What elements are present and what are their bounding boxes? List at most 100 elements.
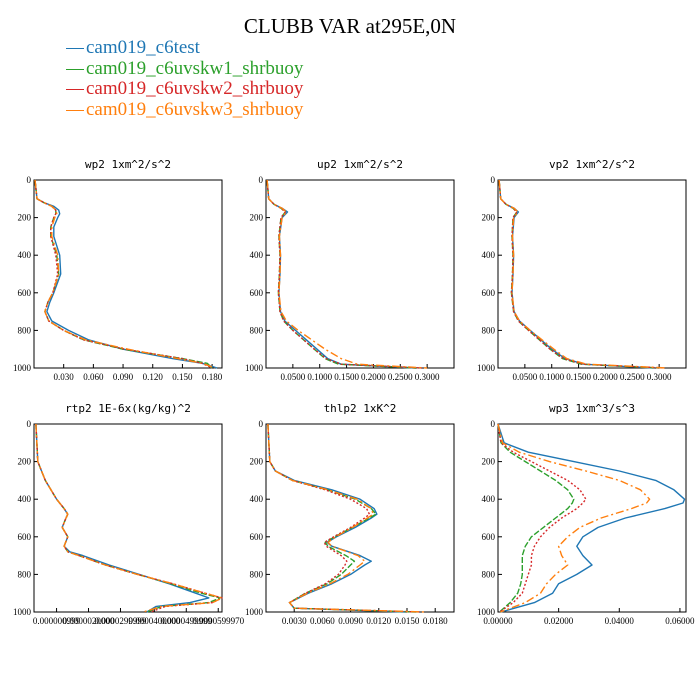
series-line	[35, 423, 221, 613]
legend-label: cam019_c6uvskw1_shrbuoy	[86, 57, 304, 79]
x-tick-label: 0.2500	[620, 372, 645, 382]
x-tick-label: 0.0000020000	[63, 616, 115, 626]
plot-frame	[497, 423, 687, 613]
x-tick-label: 0.04000	[605, 616, 635, 626]
y-tick-label: 600	[18, 288, 32, 298]
series-line	[266, 179, 422, 369]
x-tick-label: 0.1500	[566, 372, 591, 382]
y-tick-label: 600	[250, 288, 264, 298]
series-line	[35, 423, 210, 613]
legend-item: cam019_c6test	[66, 37, 303, 59]
x-tick-label: 0.120	[143, 372, 164, 382]
y-tick-label: 800	[482, 325, 496, 335]
x-tick-label: 0.150	[172, 372, 193, 382]
x-tick-label: 0.1500	[334, 372, 359, 382]
legend-label: cam019_c6uvskw3_shrbuoy	[86, 98, 304, 120]
y-tick-label: 600	[18, 532, 32, 542]
panel-title: rtp2 1E-6x(kg/kg)^2	[65, 402, 191, 415]
y-tick-label: 0	[259, 175, 264, 185]
x-tick-label: 0.2500	[388, 372, 413, 382]
y-tick-label: 1000	[245, 607, 264, 617]
y-tick-label: 800	[18, 569, 32, 579]
series-line	[498, 179, 660, 369]
y-tick-label: 0	[491, 175, 496, 185]
legend: cam019_c6test cam019_c6uvskw1_shrbuoy ca…	[66, 37, 304, 121]
series-line	[497, 423, 651, 613]
y-tick-label: 400	[250, 494, 264, 504]
x-tick-label: 0.02000	[544, 616, 574, 626]
y-tick-label: 200	[482, 457, 496, 467]
x-tick-label: 0.3000	[647, 372, 672, 382]
y-tick-label: 600	[250, 532, 264, 542]
y-tick-label: 200	[18, 213, 32, 223]
series-line	[498, 179, 665, 369]
y-tick-label: 1000	[13, 607, 32, 617]
legend-item: cam019_c6uvskw1_shrbuoy	[66, 57, 304, 80]
series-line	[266, 179, 417, 369]
x-tick-label: 0.0500	[280, 372, 305, 382]
panel-title: vp2 1xm^2/s^2	[549, 158, 635, 171]
x-tick-label: 0.0030	[282, 616, 307, 626]
y-tick-label: 1000	[245, 363, 264, 373]
legend-swatch	[66, 89, 84, 91]
legend-item: cam019_c6uvskw2_shrbuoy	[66, 78, 304, 100]
x-tick-label: 0.0000499999	[160, 616, 212, 626]
series-line	[34, 179, 213, 369]
series-line	[267, 423, 426, 613]
legend-swatch	[66, 48, 84, 50]
x-tick-label: 0.00000	[483, 616, 513, 626]
series-line	[35, 423, 223, 613]
x-tick-label: 0.0090	[338, 616, 363, 626]
figure-title: CLUBB VAR at295E,0N	[243, 14, 457, 38]
series-line	[35, 423, 223, 613]
plot-frame	[497, 179, 687, 369]
legend-item: cam019_c6uvskw3_shrbuoy	[66, 98, 304, 121]
y-tick-label: 200	[18, 457, 32, 467]
y-tick-label: 0	[27, 175, 32, 185]
y-tick-label: 400	[250, 250, 264, 260]
x-tick-label: 0.030	[54, 372, 75, 382]
x-tick-label: 0.0120	[366, 616, 391, 626]
chart-panel: thlp2 1xK^2 0 200 400 600 800 1000 0.0030 0.0060…	[245, 402, 455, 626]
y-tick-label: 200	[482, 213, 496, 223]
chart-panel: up2 1xm^2/s^2 0 200 400 600 800 1000 0.0500 0.10…	[245, 158, 455, 382]
x-tick-label: 0.0000400000	[128, 616, 180, 626]
series-line	[267, 423, 422, 613]
x-tick-label: 0.180	[202, 372, 223, 382]
x-tick-label: 0.0500	[512, 372, 537, 382]
legend-label: cam019_c6test	[86, 37, 200, 58]
legend-swatch	[66, 68, 84, 70]
y-tick-label: 400	[18, 250, 32, 260]
plot-frame	[265, 423, 455, 613]
x-tick-label: 0.1000	[307, 372, 332, 382]
series-line	[267, 423, 408, 613]
series-line	[497, 423, 575, 613]
x-tick-label: 0.0000299999	[95, 616, 147, 626]
x-tick-label: 0.0060	[310, 616, 335, 626]
series-line	[498, 179, 668, 369]
series-line	[266, 179, 417, 369]
x-tick-label: 0.0150	[395, 616, 420, 626]
panel-title: wp2 1xm^2/s^2	[85, 158, 171, 171]
plot-frame	[33, 179, 223, 369]
x-tick-label: 0.060	[83, 372, 104, 382]
y-tick-label: 0	[491, 419, 496, 429]
y-tick-label: 0	[259, 419, 264, 429]
series-line	[497, 423, 587, 613]
y-tick-label: 0	[27, 419, 32, 429]
series-line	[34, 179, 213, 369]
x-tick-label: 0.06000	[665, 616, 695, 626]
y-tick-label: 800	[482, 569, 496, 579]
series-line	[34, 179, 216, 369]
panel-title: up2 1xm^2/s^2	[317, 158, 403, 171]
y-tick-label: 400	[482, 250, 496, 260]
legend-label: cam019_c6uvskw2_shrbuoy	[86, 78, 304, 99]
series-line	[497, 423, 686, 613]
series-line	[498, 179, 654, 369]
legend-swatch	[66, 109, 84, 111]
y-tick-label: 1000	[477, 607, 496, 617]
y-tick-label: 200	[250, 213, 264, 223]
y-tick-label: 800	[18, 325, 32, 335]
